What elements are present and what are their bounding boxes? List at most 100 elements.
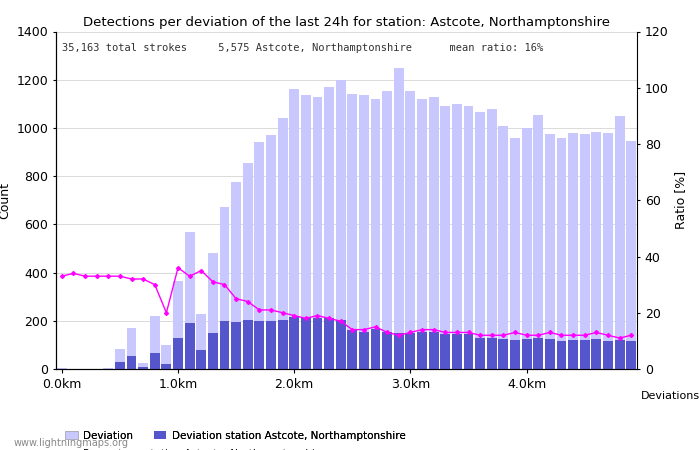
- Bar: [452, 334, 462, 369]
- Bar: [347, 94, 357, 369]
- Bar: [301, 319, 311, 369]
- Bar: [486, 338, 497, 369]
- Bar: [405, 90, 415, 369]
- Bar: [568, 133, 578, 369]
- Bar: [289, 317, 299, 369]
- Bar: [278, 320, 288, 369]
- Bar: [533, 115, 543, 369]
- Bar: [138, 363, 148, 369]
- Legend: Percentage station Astcote, Northamptonshire: Percentage station Astcote, Northamptons…: [61, 445, 330, 450]
- Bar: [208, 333, 218, 369]
- Bar: [556, 138, 566, 369]
- Bar: [428, 97, 439, 369]
- Bar: [336, 80, 346, 369]
- Bar: [185, 323, 195, 369]
- Bar: [510, 340, 520, 369]
- Bar: [603, 341, 613, 369]
- Bar: [185, 232, 195, 369]
- Bar: [243, 163, 253, 369]
- Bar: [359, 95, 369, 369]
- Bar: [162, 364, 172, 369]
- Bar: [173, 338, 183, 369]
- Bar: [115, 348, 125, 369]
- Bar: [626, 141, 636, 369]
- Bar: [592, 339, 601, 369]
- Bar: [150, 353, 160, 369]
- Bar: [266, 321, 276, 369]
- Bar: [463, 106, 473, 369]
- Bar: [150, 316, 160, 369]
- Bar: [127, 328, 136, 369]
- Bar: [580, 134, 589, 369]
- Bar: [196, 350, 206, 369]
- Title: Detections per deviation of the last 24h for station: Astcote, Northamptonshire: Detections per deviation of the last 24h…: [83, 16, 610, 29]
- Bar: [57, 368, 66, 369]
- Bar: [173, 281, 183, 369]
- Bar: [603, 133, 613, 369]
- Bar: [220, 321, 230, 369]
- Bar: [127, 356, 136, 369]
- Bar: [545, 339, 555, 369]
- Bar: [370, 99, 381, 369]
- Bar: [266, 135, 276, 369]
- Bar: [231, 322, 241, 369]
- Bar: [592, 131, 601, 369]
- Bar: [475, 112, 485, 369]
- Bar: [336, 320, 346, 369]
- Bar: [440, 334, 450, 369]
- Bar: [312, 319, 323, 369]
- Bar: [428, 332, 439, 369]
- Bar: [522, 339, 531, 369]
- Text: Deviations: Deviations: [640, 391, 699, 401]
- Bar: [452, 104, 462, 369]
- Bar: [394, 333, 404, 369]
- Bar: [138, 367, 148, 369]
- Bar: [312, 97, 323, 369]
- Bar: [498, 339, 508, 369]
- Bar: [359, 332, 369, 369]
- Bar: [510, 138, 520, 369]
- Bar: [254, 142, 265, 369]
- Bar: [254, 321, 265, 369]
- Bar: [475, 338, 485, 369]
- Bar: [324, 87, 334, 369]
- Bar: [104, 368, 113, 369]
- Bar: [370, 329, 381, 369]
- Bar: [162, 345, 172, 369]
- Bar: [417, 332, 427, 369]
- Y-axis label: Ratio [%]: Ratio [%]: [674, 171, 687, 230]
- Bar: [208, 253, 218, 369]
- Bar: [615, 116, 624, 369]
- Bar: [231, 182, 241, 369]
- Bar: [568, 340, 578, 369]
- Bar: [545, 134, 555, 369]
- Bar: [243, 320, 253, 369]
- Text: www.lightningmaps.org: www.lightningmaps.org: [14, 438, 129, 448]
- Bar: [486, 108, 497, 369]
- Bar: [522, 128, 531, 369]
- Text: 35,163 total strokes     5,575 Astcote, Northamptonshire      mean ratio: 16%: 35,163 total strokes 5,575 Astcote, Nort…: [62, 43, 543, 53]
- Bar: [289, 90, 299, 369]
- Bar: [324, 319, 334, 369]
- Bar: [278, 118, 288, 369]
- Bar: [615, 340, 624, 369]
- Bar: [301, 95, 311, 369]
- Bar: [556, 341, 566, 369]
- Bar: [347, 330, 357, 369]
- Bar: [115, 362, 125, 369]
- Bar: [196, 314, 206, 369]
- Y-axis label: Count: Count: [0, 182, 11, 219]
- Bar: [626, 341, 636, 369]
- Legend: Deviation, Deviation station Astcote, Northamptonshire: Deviation, Deviation station Astcote, No…: [61, 427, 410, 445]
- Bar: [405, 333, 415, 369]
- Bar: [498, 126, 508, 369]
- Bar: [394, 68, 404, 369]
- Bar: [382, 332, 392, 369]
- Bar: [417, 99, 427, 369]
- Bar: [533, 338, 543, 369]
- Bar: [220, 207, 230, 369]
- Bar: [580, 340, 589, 369]
- Bar: [382, 90, 392, 369]
- Bar: [463, 334, 473, 369]
- Bar: [440, 106, 450, 369]
